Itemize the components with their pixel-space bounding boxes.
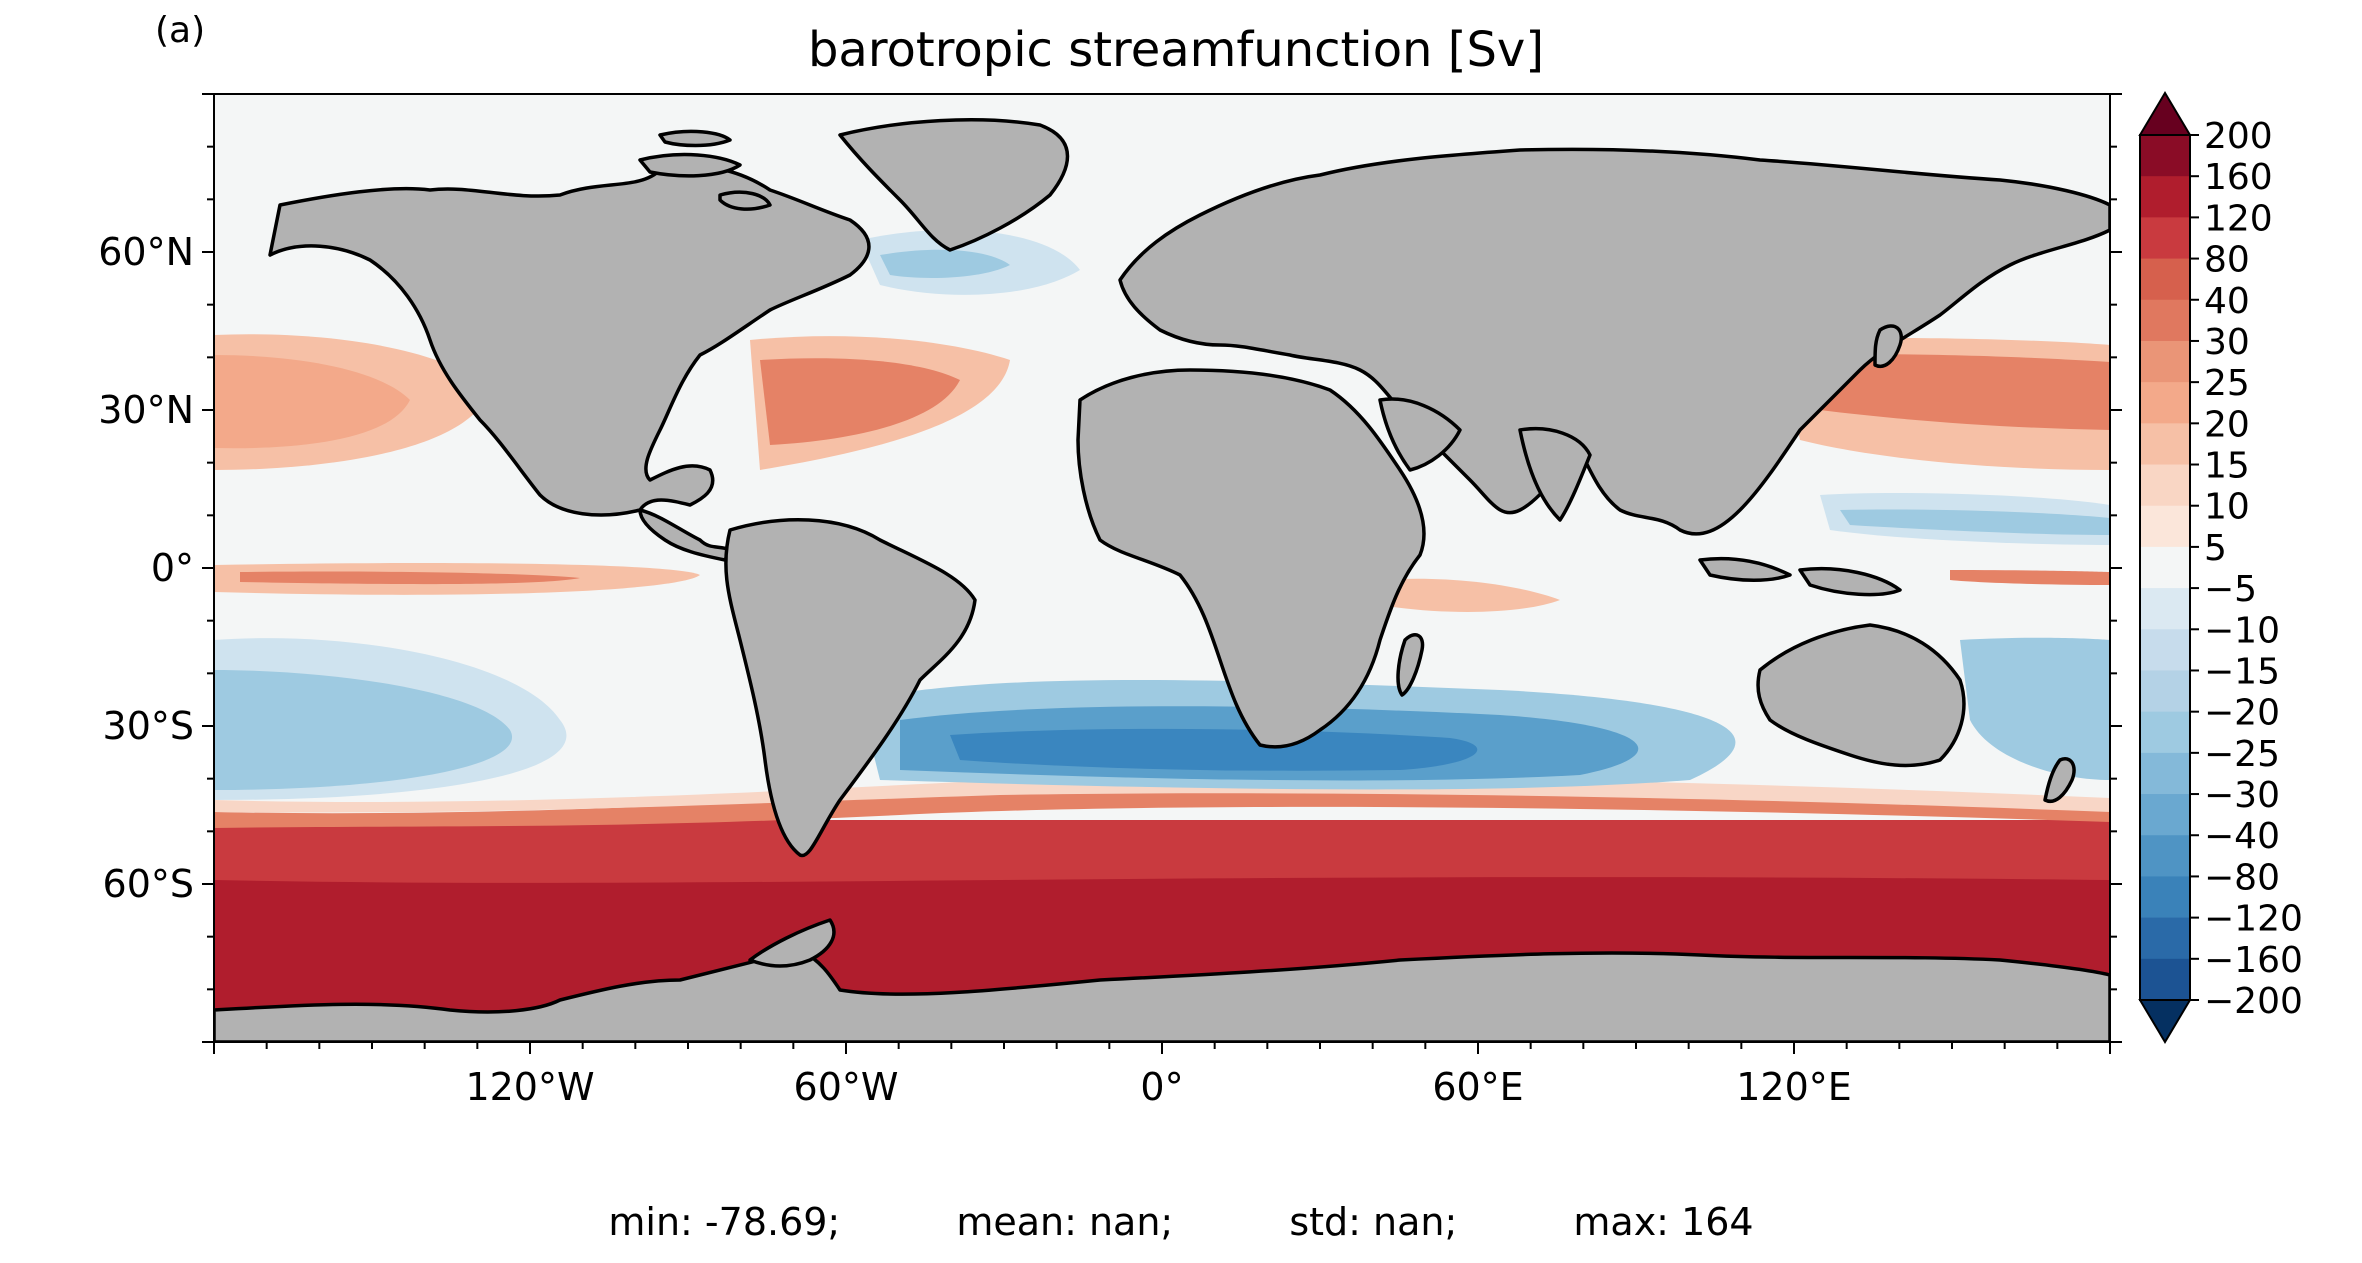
colorbar-label: −200 bbox=[2204, 981, 2303, 1022]
colorbar-label: 15 bbox=[2204, 446, 2250, 487]
stat-std: std: nan; bbox=[1289, 1200, 1458, 1244]
y-axis: 60°N 30°N 0° 30°S 60°S bbox=[98, 93, 2122, 1043]
colorbar-label: −160 bbox=[2204, 940, 2303, 981]
india bbox=[1518, 427, 1592, 522]
colorbar-segment bbox=[2140, 711, 2190, 754]
colorbar-label: 20 bbox=[2204, 404, 2250, 445]
colorbar-label: 120 bbox=[2204, 198, 2273, 239]
colorbar-label: 5 bbox=[2204, 528, 2227, 569]
colorbar-segment bbox=[2140, 505, 2190, 548]
equatorial-wpacific-band bbox=[1950, 570, 2110, 585]
x-tick-label: 60°E bbox=[1432, 1065, 1523, 1109]
north-america bbox=[268, 164, 871, 517]
colorbar-segment bbox=[2140, 423, 2190, 466]
y-tick-label: 60°N bbox=[98, 230, 194, 274]
land-masses bbox=[214, 118, 2110, 1042]
indonesia-1 bbox=[1698, 556, 1792, 582]
colorbar-label: −40 bbox=[2204, 816, 2280, 857]
colorbar-label: 30 bbox=[2204, 322, 2250, 363]
subpolar-atlantic-core bbox=[880, 249, 1010, 278]
colorbar-segment bbox=[2140, 382, 2190, 424]
colorbar-segment bbox=[2140, 135, 2190, 177]
colorbar-label: 160 bbox=[2204, 157, 2273, 198]
arabia bbox=[1378, 397, 1462, 472]
colorbar-label: 10 bbox=[2204, 487, 2250, 528]
equatorial-pacific-core bbox=[240, 571, 580, 585]
tasman-gyre bbox=[1960, 637, 2110, 780]
colorbar-label: −30 bbox=[2204, 775, 2280, 816]
colorbar-label: −5 bbox=[2204, 569, 2257, 610]
colorbar-segment bbox=[2140, 917, 2190, 960]
africa bbox=[1076, 368, 1426, 749]
indonesia-2 bbox=[1798, 566, 1902, 597]
colorbar-label: 25 bbox=[2204, 363, 2250, 404]
y-tick-label: 0° bbox=[151, 546, 194, 590]
satlantic-indian-core bbox=[950, 728, 1478, 771]
colorbar-segment bbox=[2140, 588, 2190, 630]
colorbar-label: −15 bbox=[2204, 651, 2280, 692]
x-axis: 120°W 60°W 0° 60°E 120°E bbox=[213, 1042, 2111, 1109]
eurasia bbox=[1118, 147, 2110, 536]
x-tick-label: 120°W bbox=[465, 1065, 594, 1109]
south-america bbox=[724, 518, 977, 858]
npacific-equatorial-blue-core bbox=[1840, 509, 2110, 535]
colorbar-frame bbox=[2139, 134, 2191, 1001]
map-figure: 120°W 60°W 0° 60°E 120°E 60°N30°N0°30°S60°S … bbox=[98, 91, 2303, 1109]
colorbar-segment bbox=[2140, 958, 2190, 1001]
colorbar-segment bbox=[2140, 340, 2190, 383]
colorbar-segment bbox=[2140, 629, 2190, 671]
y-tick-label: 60°S bbox=[103, 862, 194, 906]
x-tick-label: 120°E bbox=[1736, 1065, 1852, 1109]
japan bbox=[1873, 324, 1903, 368]
colorbar-segment bbox=[2140, 299, 2190, 342]
colorbar-segment bbox=[2140, 176, 2190, 218]
stat-max: max: 164 bbox=[1573, 1200, 1754, 1244]
arctic-islands-1 bbox=[638, 152, 742, 178]
colorbar-label: −10 bbox=[2204, 610, 2280, 651]
colorbar-segment bbox=[2140, 752, 2190, 795]
colorbar-segment bbox=[2140, 546, 2190, 589]
npacific-gyre-east-inner bbox=[214, 355, 410, 449]
x-tick-label: 60°W bbox=[794, 1065, 899, 1109]
greenland bbox=[838, 118, 1070, 252]
stat-mean: mean: nan; bbox=[956, 1200, 1174, 1244]
colorbar-segment bbox=[2140, 464, 2190, 507]
acc-edge bbox=[214, 776, 2110, 813]
y-tick-label: 30°N bbox=[98, 388, 194, 432]
colorbar-segment bbox=[2140, 217, 2190, 260]
madagascar bbox=[1396, 633, 1425, 697]
colorbar-segment bbox=[2140, 876, 2190, 919]
acc-band-1 bbox=[214, 820, 2110, 883]
new-zealand bbox=[2043, 757, 2076, 803]
colorbar-segment bbox=[2140, 794, 2190, 836]
panel-label: (a) bbox=[155, 10, 206, 51]
arctic-islands-2 bbox=[718, 190, 772, 211]
x-tick-label: 0° bbox=[1140, 1065, 1183, 1109]
equatorial-indian-band bbox=[1380, 578, 1560, 612]
colorbar-label: 200 bbox=[2204, 116, 2273, 157]
colorbar-segment bbox=[2140, 258, 2190, 301]
colorbar: 200160120804030252015105−5−10−15−20−25−3… bbox=[2138, 91, 2303, 1044]
stats-line: min: -78.69; mean: nan; std: nan; max: 1… bbox=[0, 1200, 2362, 1244]
y-tick-label: 30°S bbox=[103, 704, 194, 748]
colorbar-label: −25 bbox=[2204, 734, 2280, 775]
npacific-gyre-west-core bbox=[1810, 354, 2110, 430]
colorbar-label: −20 bbox=[2204, 693, 2280, 734]
natlantic-gyre-core bbox=[760, 358, 960, 445]
colorbar-label: 40 bbox=[2204, 281, 2250, 322]
australia bbox=[1756, 623, 1966, 768]
map-title: barotropic streamfunction [Sv] bbox=[807, 22, 1545, 78]
spacific-gyre-inner bbox=[214, 670, 513, 790]
colorbar-extend-top bbox=[2138, 91, 2192, 136]
antarctica bbox=[214, 948, 2110, 1042]
arctic-islands-3 bbox=[658, 129, 732, 148]
colorbar-label: 80 bbox=[2204, 240, 2250, 281]
colorbar-label: −80 bbox=[2204, 857, 2280, 898]
colorbar-extend-bottom bbox=[2138, 999, 2192, 1044]
colorbar-segment bbox=[2140, 670, 2190, 713]
colorbar-segment bbox=[2140, 835, 2190, 877]
antarctic-peninsula bbox=[748, 918, 836, 968]
colorbar-label: −120 bbox=[2204, 899, 2303, 940]
stat-min: min: -78.69; bbox=[608, 1200, 841, 1244]
